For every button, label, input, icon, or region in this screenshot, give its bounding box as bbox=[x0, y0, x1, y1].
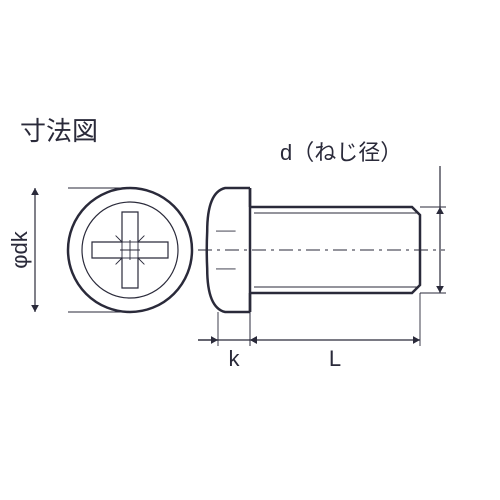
label-k: k bbox=[229, 346, 241, 371]
diagram-title: 寸法図 bbox=[20, 116, 98, 146]
label-d: d（ねじ径） bbox=[280, 140, 402, 165]
label-phi-dk: φdk bbox=[7, 230, 32, 269]
label-L: L bbox=[329, 346, 341, 371]
